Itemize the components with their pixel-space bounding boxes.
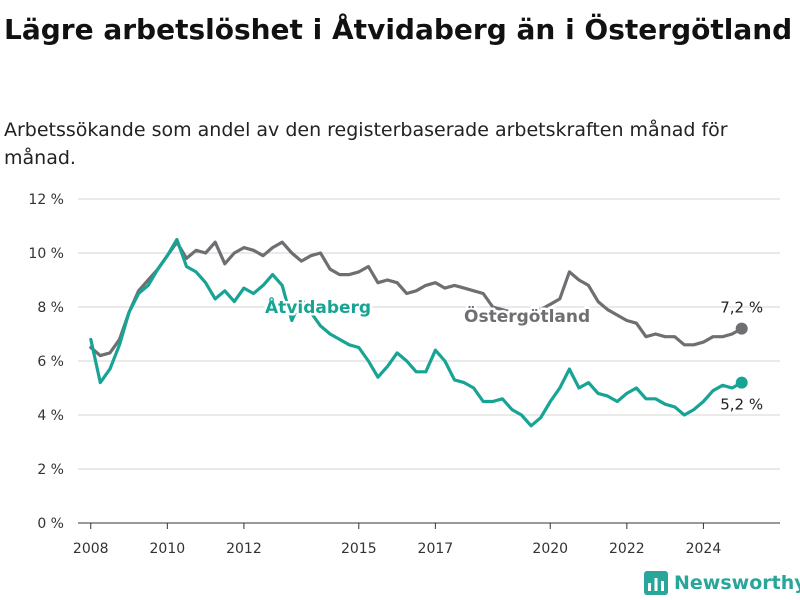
y-tick-label: 4 % [37,408,64,424]
y-tick-label: 10 % [28,246,64,262]
x-tick-label: 2012 [226,541,262,557]
series-line [89,240,744,358]
chart-title: Lägre arbetslöshet i Åtvidaberg än i Öst… [4,13,793,46]
y-tick-label: 8 % [37,300,64,316]
end-point [735,322,748,335]
x-tick-label: 2022 [609,541,645,557]
x-tick-label: 2024 [686,541,722,557]
brand-name: Newsworthy [674,572,800,594]
x-tick-label: 2010 [150,541,186,557]
x-tick-label: 2020 [532,541,568,557]
y-tick-label: 2 % [37,462,64,478]
end-point [735,376,748,389]
x-tick-label: 2015 [341,541,377,557]
end-value-label: 5,2 % [720,396,763,414]
y-tick-label: 0 % [37,516,64,532]
bar-chart-icon [644,571,668,595]
y-tick-label: 12 % [28,192,64,208]
brand-logo: Newsworthy [644,569,800,597]
x-tick-label: 2008 [73,541,109,557]
series-label: Östergötland [464,305,590,327]
end-value-label: 7,2 % [720,299,763,317]
y-tick-label: 6 % [37,354,64,370]
series-line [89,237,744,428]
x-tick-label: 2017 [418,541,454,557]
chart-subtitle: Arbetssökande som andel av den registerb… [4,119,728,169]
series-label: Åtvidaberg [265,295,371,318]
